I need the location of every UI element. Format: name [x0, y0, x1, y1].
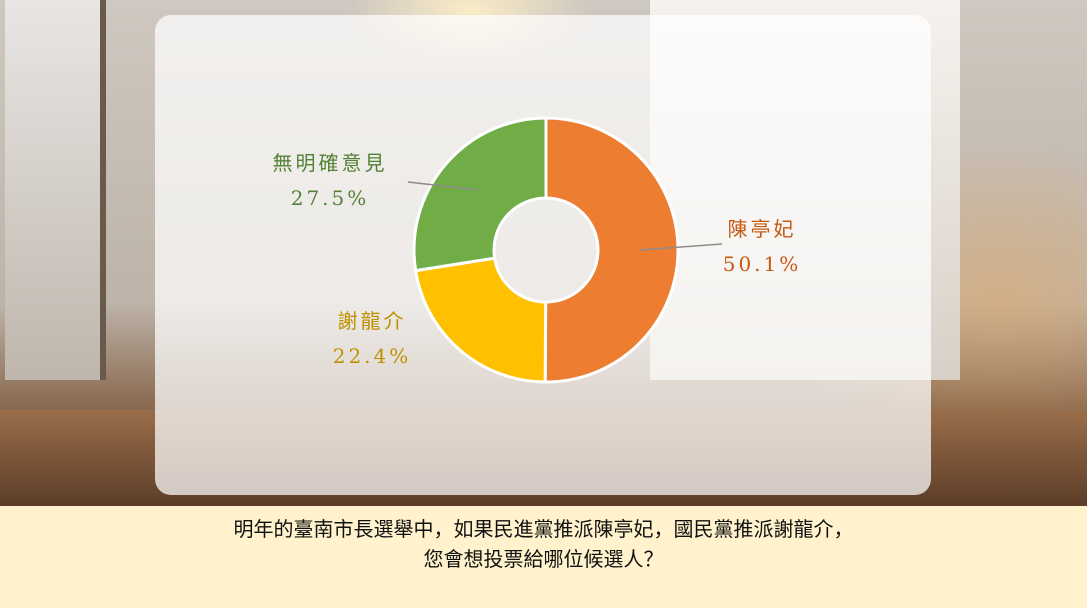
- background-window-left: [5, 0, 106, 380]
- question-caption: 明年的臺南市長選舉中，如果民進黨推派陳亭妃，國民黨推派謝龍介， 您會想投票給哪位…: [0, 506, 1087, 608]
- chart-panel: [155, 15, 931, 495]
- slice-label: 陳亭妃: [728, 217, 797, 241]
- slice-value-label: 22.4%: [333, 344, 412, 368]
- slice-label: 無明確意見: [273, 151, 388, 175]
- donut-chart: 陳亭妃 50.1% 謝龍介 22.4% 無明確意見 27.5%: [273, 116, 802, 384]
- slice-label: 謝龍介: [338, 309, 407, 333]
- donut-slice: [543, 116, 680, 384]
- caption-line-1: 明年的臺南市長選舉中，如果民進黨推派陳亭妃，國民黨推派謝龍介，: [233, 517, 854, 541]
- donut-slice: [413, 256, 548, 384]
- leader-line: [639, 243, 723, 251]
- caption-line-2: 您會想投票給哪位候選人？: [423, 547, 664, 571]
- slice-value-label: 50.1%: [723, 252, 802, 276]
- leader-line: [407, 181, 479, 191]
- slice-value-label: 27.5%: [291, 186, 370, 210]
- donut-slice: [412, 116, 548, 273]
